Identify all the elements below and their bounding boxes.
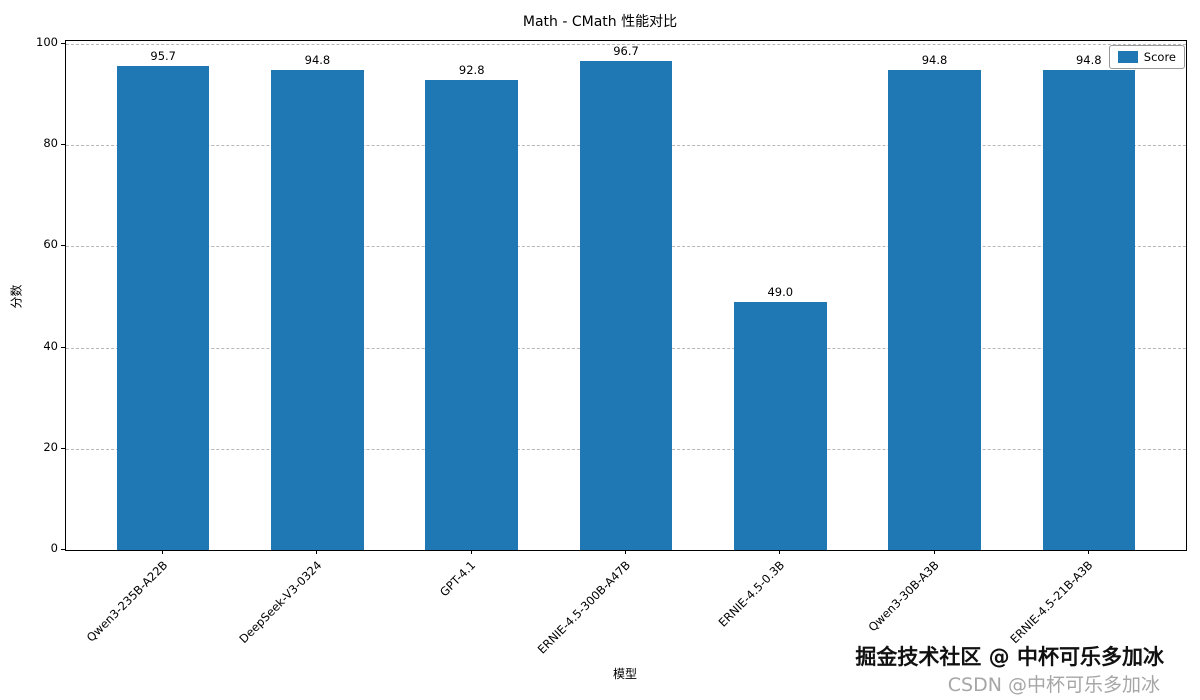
x-tick-mark [316, 550, 318, 554]
bar-DeepSeek-V3-0324 [271, 70, 364, 550]
x-tick-mark [1087, 550, 1089, 554]
bar-Qwen3-235B-A22B [116, 65, 210, 550]
bar-ERNIE-4.5-300B-A47B [579, 60, 673, 550]
y-tick-label-20: 20 [43, 439, 58, 454]
y-tick-mark [61, 43, 65, 44]
x-tick-label-Qwen3-235B-A22B: Qwen3-235B-A22B [83, 558, 171, 645]
x-tick-mark [162, 550, 164, 554]
y-tick-label-80: 80 [43, 136, 58, 151]
bar-ERNIE-4.5-0.3B [733, 302, 827, 550]
bar-GPT-4.1 [425, 80, 518, 550]
bar-Qwen3-30B-A3B [888, 70, 981, 550]
y-axis-label: 分数 [9, 284, 24, 309]
y-tick-label-40: 40 [43, 338, 58, 353]
x-tick-mark [470, 550, 472, 554]
y-tick-label-0: 0 [50, 541, 58, 555]
y-tick-label-100: 100 [36, 35, 58, 49]
chart-title: Math - CMath 性能对比 [522, 14, 678, 30]
y-tick-mark [61, 447, 65, 449]
bar-value-label-DeepSeek-V3-0324: 94.8 [304, 53, 331, 68]
x-tick-label-GPT-4.1: GPT-4.1 [437, 558, 479, 600]
watermark-csdn: CSDN @中杯可乐多加冰 [947, 674, 1160, 696]
bar-value-label-ERNIE-4.5-300B-A47B: 96.7 [613, 43, 639, 58]
x-tick-label-Qwen3-30B-A3B: Qwen3-30B-A3B [865, 558, 942, 635]
gridline-y-100 [66, 44, 1186, 45]
bar-value-label-ERNIE-4.5-21B-A3B: 94.8 [1075, 53, 1102, 68]
x-axis-label: 模型 [612, 667, 637, 681]
legend-label: Score [1143, 50, 1176, 64]
bar-value-label-ERNIE-4.5-0.3B: 49.0 [767, 285, 794, 300]
x-tick-label-ERNIE-4.5-21B-A3B: ERNIE-4.5-21B-A3B [1007, 558, 1096, 647]
y-tick-mark [61, 245, 65, 247]
plot-area: Score 95.7 94.8 92.8 96.7 49.0 94.8 94.8 [65, 40, 1187, 551]
x-tick-mark [779, 550, 781, 554]
bar-value-label-GPT-4.1: 92.8 [458, 63, 485, 78]
y-tick-mark [61, 549, 65, 550]
y-tick-label-60: 60 [43, 237, 58, 252]
x-tick-label-DeepSeek-V3-0324: DeepSeek-V3-0324 [236, 558, 325, 647]
x-tick-label-ERNIE-4.5-300B-A47B: ERNIE-4.5-300B-A47B [534, 558, 633, 657]
x-tick-mark [625, 550, 626, 554]
bar-value-label-Qwen3-30B-A3B: 94.8 [921, 53, 948, 68]
x-tick-mark [933, 550, 935, 554]
legend: Score [1108, 45, 1185, 69]
y-tick-mark [61, 346, 65, 348]
y-tick-mark [61, 144, 65, 146]
x-tick-label-ERNIE-4.5-0.3B: ERNIE-4.5-0.3B [715, 558, 788, 630]
watermark-juejin: 掘金技术社区 @ 中杯可乐多加冰 [855, 645, 1164, 669]
bar-value-label-Qwen3-235B-A22B: 95.7 [150, 48, 176, 63]
legend-swatch-icon [1117, 51, 1138, 63]
bar-ERNIE-4.5-21B-A3B [1042, 70, 1136, 550]
